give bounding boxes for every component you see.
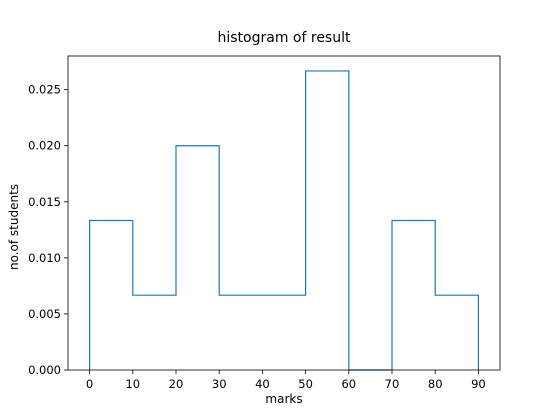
y-axis-ticks: 0.000 0.005 0.010 0.015 0.020 0.025: [28, 83, 68, 377]
y-tick-label: 0.015: [28, 195, 61, 209]
x-tick-label: 80: [428, 377, 443, 391]
x-tick-label: 10: [125, 377, 140, 391]
x-tick-label: 40: [255, 377, 270, 391]
y-tick-label: 0.000: [28, 363, 61, 377]
watermark: 知乎 @Py大提: [412, 386, 510, 404]
x-tick-label: 30: [212, 377, 227, 391]
x-tick-label: 90: [471, 377, 486, 391]
y-tick-label: 0.010: [28, 251, 61, 265]
y-tick-label: 0.020: [28, 139, 61, 153]
chart-title: histogram of result: [218, 30, 351, 46]
plot-frame: [67, 55, 501, 371]
x-tick-label: 70: [385, 377, 400, 391]
y-tick-label: 0.025: [28, 83, 61, 97]
x-axis-ticks: 0 10 20 30 40 50 60 70 80 90: [86, 370, 486, 391]
y-tick-label: 0.005: [28, 307, 61, 321]
x-axis-label: marks: [265, 392, 302, 406]
x-tick-label: 60: [341, 377, 356, 391]
x-tick-label: 0: [86, 377, 93, 391]
x-tick-label: 20: [169, 377, 184, 391]
y-axis-label: no.of students: [7, 184, 21, 270]
histogram-step-line: [89, 70, 479, 371]
x-tick-label: 50: [298, 377, 313, 391]
